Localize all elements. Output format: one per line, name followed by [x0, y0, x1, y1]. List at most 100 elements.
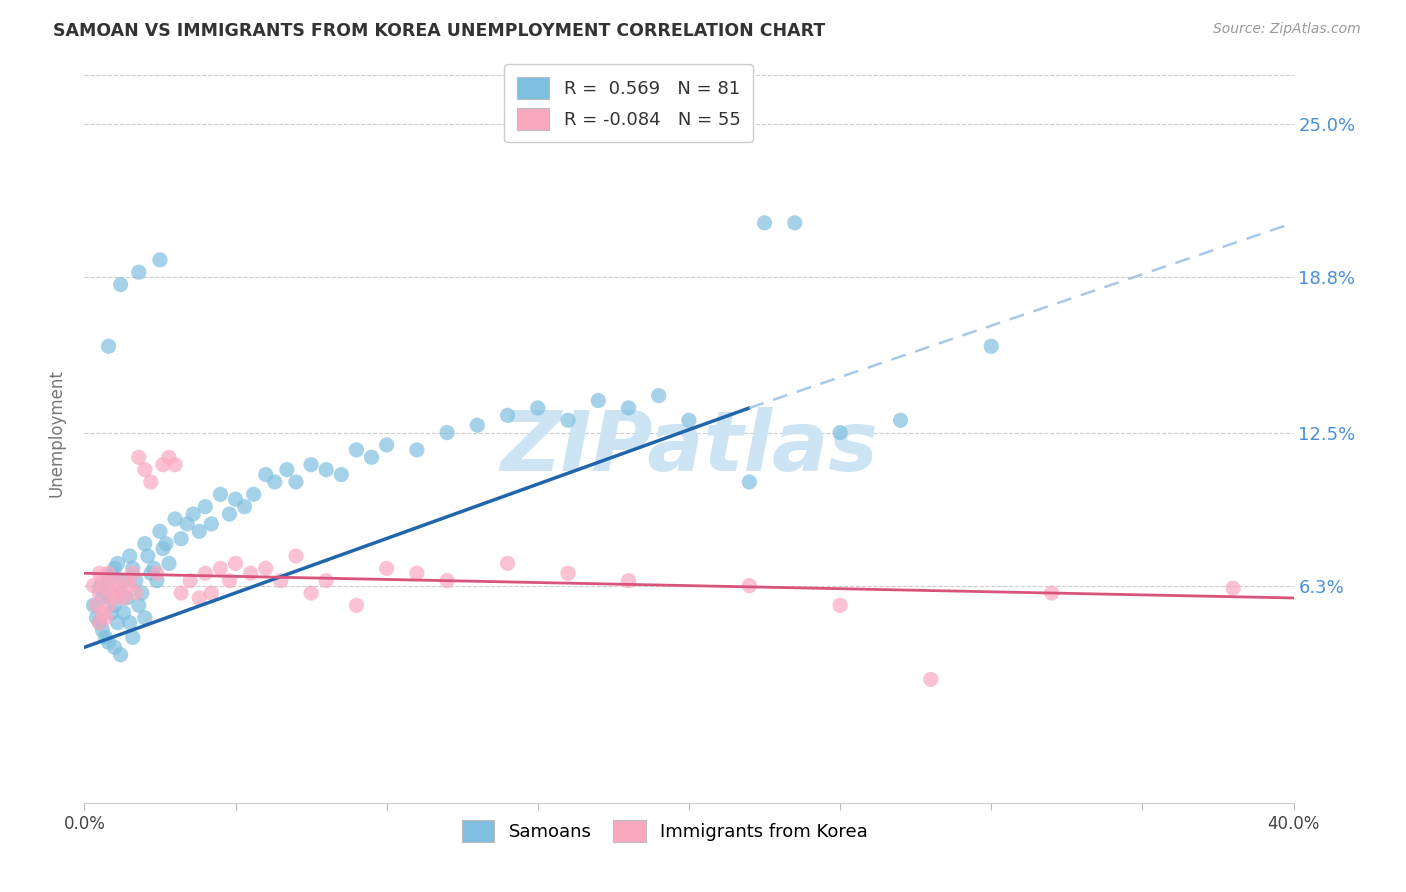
Point: [110, 586, 132, 600]
Point: [110, 586, 132, 600]
Point: [104, 561, 127, 575]
Point: [107, 557, 129, 571]
Text: Source: ZipAtlas.com: Source: ZipAtlas.com: [1213, 22, 1361, 37]
Point: [617, 574, 640, 588]
Point: [94, 611, 117, 625]
Point: [738, 579, 761, 593]
Point: [165, 458, 187, 472]
Point: [100, 586, 122, 600]
Point: [179, 574, 201, 588]
Point: [118, 615, 141, 630]
Point: [436, 425, 458, 440]
Point: [754, 216, 776, 230]
Point: [181, 507, 204, 521]
Point: [346, 442, 368, 457]
Point: [146, 566, 169, 581]
Point: [315, 574, 337, 588]
Point: [496, 409, 519, 423]
Point: [131, 586, 153, 600]
Point: [315, 462, 337, 476]
Point: [115, 591, 138, 605]
Point: [146, 574, 169, 588]
Point: [115, 574, 138, 588]
Point: [104, 640, 127, 655]
Point: [118, 549, 141, 563]
Point: [139, 475, 162, 489]
Point: [152, 458, 174, 472]
Point: [97, 339, 120, 353]
Point: [94, 631, 117, 645]
Point: [588, 393, 610, 408]
Point: [225, 557, 247, 571]
Point: [299, 586, 322, 600]
Point: [104, 574, 127, 588]
Point: [118, 579, 141, 593]
Point: [239, 566, 262, 581]
Point: [225, 492, 247, 507]
Point: [330, 467, 353, 482]
Point: [94, 581, 117, 595]
Point: [100, 606, 122, 620]
Point: [170, 532, 193, 546]
Point: [920, 673, 942, 687]
Point: [165, 512, 187, 526]
Point: [890, 413, 912, 427]
Point: [91, 623, 114, 637]
Point: [285, 549, 308, 563]
Point: [134, 462, 156, 476]
Point: [139, 566, 162, 581]
Point: [209, 487, 232, 501]
Point: [194, 500, 217, 514]
Point: [112, 591, 135, 605]
Point: [128, 265, 150, 279]
Legend: Samoans, Immigrants from Korea: Samoans, Immigrants from Korea: [454, 813, 875, 849]
Point: [406, 566, 429, 581]
Point: [375, 561, 398, 575]
Point: [254, 467, 277, 482]
Point: [134, 536, 156, 550]
Point: [188, 524, 211, 539]
Point: [91, 591, 114, 605]
Point: [200, 516, 222, 531]
Point: [678, 413, 700, 427]
Point: [527, 401, 550, 415]
Point: [134, 611, 156, 625]
Point: [125, 574, 148, 588]
Point: [125, 586, 148, 600]
Point: [112, 574, 135, 588]
Point: [104, 591, 127, 605]
Point: [97, 599, 120, 613]
Point: [496, 557, 519, 571]
Point: [86, 611, 108, 625]
Point: [107, 615, 129, 630]
Point: [97, 566, 120, 581]
Point: [170, 586, 193, 600]
Point: [121, 561, 143, 575]
Point: [142, 561, 165, 575]
Text: SAMOAN VS IMMIGRANTS FROM KOREA UNEMPLOYMENT CORRELATION CHART: SAMOAN VS IMMIGRANTS FROM KOREA UNEMPLOY…: [53, 22, 825, 40]
Point: [557, 566, 579, 581]
Point: [97, 574, 120, 588]
Point: [233, 500, 256, 514]
Point: [218, 507, 240, 521]
Point: [128, 599, 150, 613]
Point: [1222, 581, 1244, 595]
Point: [86, 599, 108, 613]
Point: [467, 418, 489, 433]
Text: ZIPatlas: ZIPatlas: [501, 407, 877, 488]
Point: [830, 425, 852, 440]
Point: [104, 599, 127, 613]
Point: [346, 599, 368, 613]
Point: [94, 586, 117, 600]
Point: [89, 581, 111, 595]
Point: [155, 536, 177, 550]
Point: [738, 475, 761, 489]
Point: [89, 615, 111, 630]
Point: [218, 574, 240, 588]
Point: [254, 561, 277, 575]
Point: [82, 579, 104, 593]
Point: [152, 541, 174, 556]
Point: [107, 579, 129, 593]
Point: [110, 648, 132, 662]
Point: [121, 566, 143, 581]
